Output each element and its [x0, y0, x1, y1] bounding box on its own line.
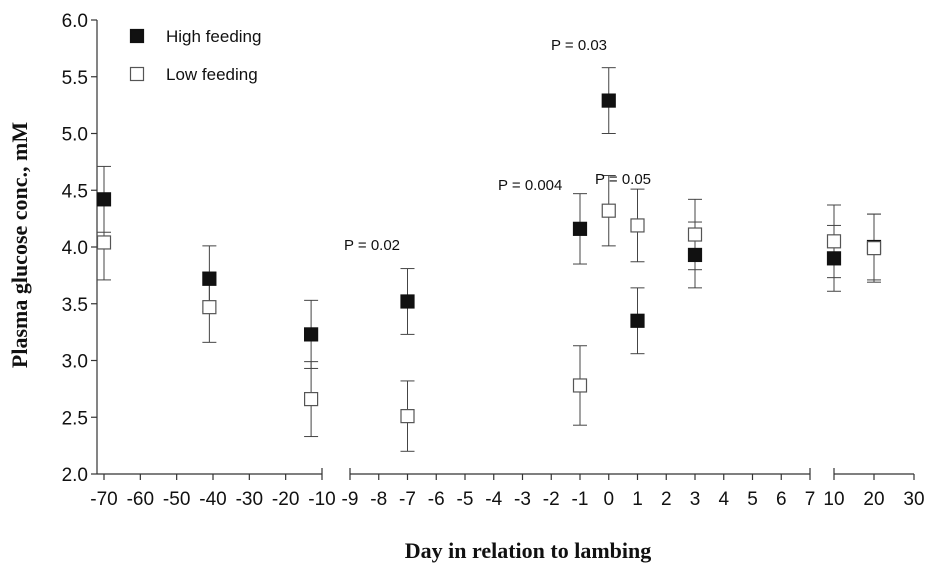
y-tick-label: 5.0 — [62, 125, 88, 146]
high-feeding-point — [96, 192, 112, 207]
low-feeding-point — [687, 227, 703, 242]
p-value-label: P = 0.02 — [344, 237, 400, 254]
x-tick-label: -60 — [127, 489, 154, 510]
y-tick-label: 2.0 — [62, 465, 88, 486]
x-tick-label: -4 — [485, 489, 502, 510]
legend-marker-high — [129, 28, 145, 44]
low-feeding-point — [601, 203, 616, 218]
y-tick-label: 6.0 — [62, 11, 88, 32]
high-feeding-point — [304, 327, 319, 342]
high-feeding-point — [400, 294, 415, 309]
x-tick-label: 1 — [632, 489, 643, 510]
y-tick-label: 3.0 — [62, 352, 88, 373]
x-tick-label: -10 — [308, 489, 335, 510]
legend-marker-low — [129, 66, 145, 82]
low-feeding-point — [572, 378, 588, 393]
high-feeding-point — [601, 93, 616, 108]
x-tick-label: -6 — [428, 489, 445, 510]
p-value-label: P = 0.004 — [498, 177, 562, 194]
x-tick-label: 3 — [690, 489, 701, 510]
data-markers — [96, 93, 882, 424]
high-feeding-point — [202, 271, 217, 286]
x-tick-label: -1 — [572, 489, 589, 510]
x-tick-label: 2 — [661, 489, 672, 510]
low-feeding-point — [202, 300, 217, 315]
x-tick-label: -2 — [543, 489, 560, 510]
x-tick-label: -3 — [514, 489, 531, 510]
x-tick-label: 4 — [718, 489, 729, 510]
x-tick-label: 0 — [603, 489, 614, 510]
x-tick-label: -40 — [199, 489, 226, 510]
legend-label: High feeding — [166, 27, 261, 46]
low-feeding-point — [866, 241, 882, 256]
high-feeding-point — [572, 221, 588, 236]
axes: 2.02.53.03.54.04.55.05.56.0-70 -60 -50 -40-… — [62, 11, 925, 510]
y-tick-label: 3.5 — [62, 295, 88, 316]
annotations: P = 0.02 P = 0.004 P = 0.03 P = 0.05 — [344, 37, 651, 254]
y-axis-title: Plasma glucose conc., mM — [7, 122, 32, 368]
x-axis-title: Day in relation to lambing — [405, 538, 652, 563]
x-tick-label: -8 — [370, 489, 387, 510]
x-tick-label: -30 — [236, 489, 263, 510]
error-bars — [97, 67, 881, 452]
legend-label: Low feeding — [166, 65, 258, 84]
y-tick-label: 4.0 — [62, 238, 88, 259]
p-value-label: P = 0.03 — [551, 37, 607, 54]
x-tick-label: -20 — [272, 489, 299, 510]
legend: High feeding Low feeding — [129, 27, 261, 84]
low-feeding-point — [96, 235, 112, 250]
x-tick-label: -50 — [163, 489, 190, 510]
x-tick-label: -70 — [90, 489, 117, 510]
y-tick-label: 4.5 — [62, 181, 88, 202]
x-tick-label: -9 — [342, 489, 359, 510]
high-feeding-point — [826, 251, 842, 266]
low-feeding-point — [630, 218, 645, 233]
x-tick-label: 6 — [776, 489, 787, 510]
x-tick-label: 5 — [747, 489, 758, 510]
low-feeding-point — [400, 409, 415, 424]
p-value-label: P = 0.05 — [595, 171, 651, 188]
y-tick-label: 5.5 — [62, 68, 88, 89]
x-tick-label: 30 — [903, 489, 924, 510]
high-feeding-point — [630, 313, 645, 328]
x-tick-label: 20 — [863, 489, 884, 510]
high-feeding-point — [687, 247, 703, 263]
x-tick-label: 7 — [805, 489, 816, 510]
low-feeding-point — [826, 234, 842, 249]
x-tick-label: -7 — [399, 489, 416, 510]
low-feeding-point — [304, 391, 319, 407]
x-tick-label: 10 — [823, 489, 844, 510]
x-tick-label: -5 — [457, 489, 474, 510]
y-tick-label: 2.5 — [62, 408, 88, 429]
